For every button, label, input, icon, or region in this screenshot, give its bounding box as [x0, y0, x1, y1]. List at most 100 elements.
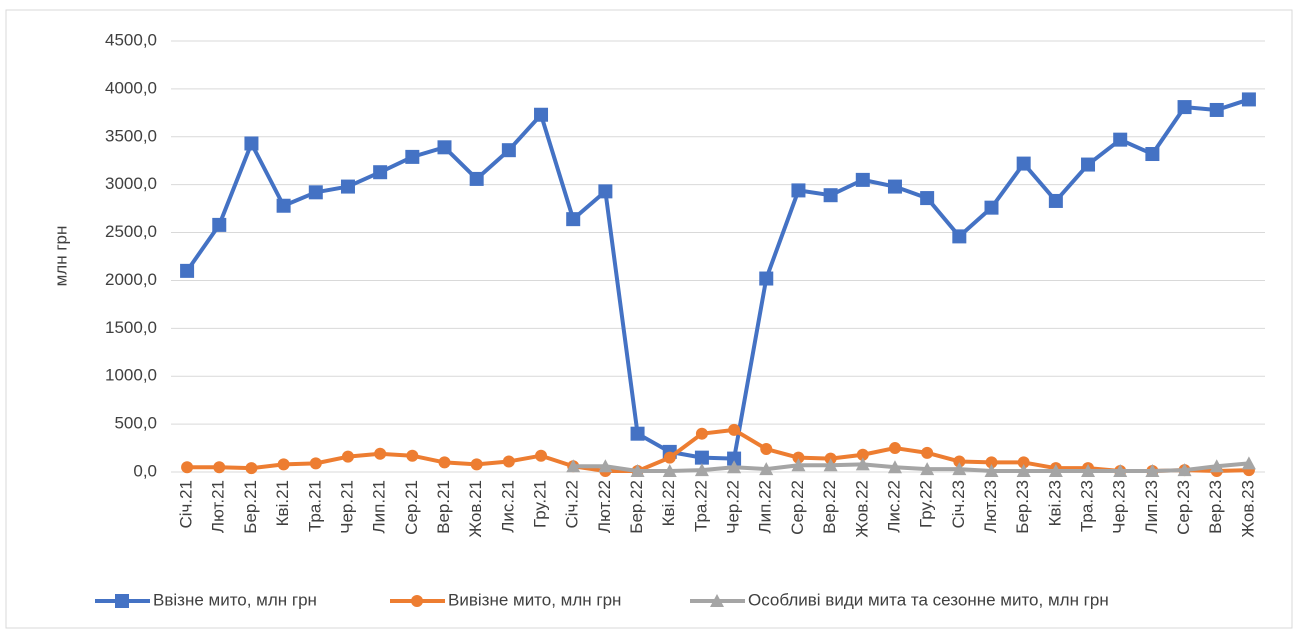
x-tick-label: Вер.22 — [820, 480, 839, 534]
marker — [437, 140, 452, 155]
marker — [791, 183, 806, 198]
x-tick-label: Чер.23 — [1110, 480, 1129, 534]
x-tick-label: Чер.21 — [337, 480, 356, 534]
x-tick-label: Жов.21 — [466, 480, 485, 538]
marker — [598, 459, 613, 473]
legend-label: Ввізне мито, млн грн — [153, 590, 317, 609]
marker — [1145, 147, 1160, 162]
x-tick-label: Бер.21 — [241, 480, 260, 534]
marker — [340, 179, 355, 194]
marker — [1016, 156, 1031, 171]
marker — [856, 448, 869, 461]
marker — [245, 462, 258, 475]
marker — [920, 462, 935, 476]
marker — [710, 594, 724, 607]
marker — [759, 271, 774, 286]
x-tick-label: Лип.22 — [756, 480, 775, 534]
marker — [502, 455, 515, 468]
x-tick-label: Бер.22 — [627, 480, 646, 534]
marker — [1145, 464, 1160, 478]
marker — [1113, 464, 1128, 478]
x-tick-label: Січ.21 — [177, 480, 196, 529]
x-tick-label: Чер.22 — [724, 480, 743, 534]
marker — [1241, 92, 1256, 107]
marker — [244, 136, 259, 151]
x-tick-label: Лют.23 — [981, 480, 1000, 533]
marker — [855, 457, 870, 471]
marker — [1016, 464, 1031, 478]
marker — [598, 184, 613, 199]
marker — [663, 451, 676, 464]
y-tick-label: 0,0 — [133, 461, 157, 480]
legend-label: Вивізне мито, млн грн — [448, 590, 621, 609]
legend-label: Особливі види мита та сезонне мито, млн … — [748, 590, 1109, 609]
marker — [1177, 463, 1192, 477]
marker — [887, 460, 902, 474]
y-tick-label: 3000,0 — [105, 174, 157, 193]
x-tick-label: Вер.23 — [1206, 480, 1225, 534]
marker — [760, 443, 773, 456]
marker — [374, 447, 387, 460]
marker — [470, 458, 483, 471]
y-tick-label: 2000,0 — [105, 270, 157, 289]
marker — [728, 423, 741, 436]
marker — [406, 449, 419, 462]
marker — [1048, 464, 1063, 478]
marker — [727, 451, 742, 466]
y-tick-label: 2500,0 — [105, 222, 157, 241]
x-tick-label: Лип.21 — [370, 480, 389, 534]
x-tick-label: Вер.21 — [434, 480, 453, 534]
marker — [438, 456, 451, 469]
marker — [695, 427, 708, 440]
marker — [985, 456, 998, 469]
x-tick-label: Тра.21 — [305, 480, 324, 532]
x-tick-label: Кві.23 — [1045, 480, 1064, 526]
x-tick-label: Лют.22 — [595, 480, 614, 533]
x-tick-label: Жов.22 — [852, 480, 871, 538]
marker — [727, 460, 742, 474]
marker — [1017, 456, 1030, 469]
marker — [1113, 132, 1128, 147]
marker — [855, 172, 870, 187]
marker — [308, 185, 323, 200]
marker — [662, 464, 677, 478]
marker — [405, 149, 420, 164]
x-tick-label: Тра.22 — [691, 480, 710, 532]
marker — [469, 171, 484, 186]
marker — [630, 426, 645, 441]
chart-frame — [5, 9, 1293, 629]
marker — [759, 462, 774, 476]
marker — [276, 198, 291, 213]
y-tick-label: 500,0 — [114, 414, 157, 433]
x-tick-label: Кві.22 — [659, 480, 678, 526]
marker — [411, 595, 423, 607]
marker — [534, 107, 549, 122]
x-tick-label: Жов.23 — [1238, 480, 1257, 538]
marker — [277, 458, 290, 471]
marker — [921, 446, 934, 459]
x-tick-label: Лют.21 — [209, 480, 228, 533]
x-tick-label: Сер.21 — [402, 480, 421, 535]
y-tick-label: 4000,0 — [105, 78, 157, 97]
marker — [823, 188, 838, 203]
marker — [888, 442, 901, 455]
marker — [953, 455, 966, 468]
marker — [920, 191, 935, 206]
marker — [1048, 193, 1063, 208]
y-tick-label: 3500,0 — [105, 126, 157, 145]
marker — [1209, 459, 1224, 473]
marker — [180, 263, 195, 278]
marker — [212, 217, 227, 232]
marker — [501, 143, 516, 158]
x-tick-label: Гру.22 — [917, 480, 936, 528]
marker — [984, 200, 999, 215]
marker — [694, 463, 709, 477]
y-tick-label: 4500,0 — [105, 30, 157, 49]
marker — [792, 451, 805, 464]
marker — [1081, 464, 1096, 478]
marker — [213, 461, 226, 474]
marker — [1177, 100, 1192, 115]
marker — [1209, 102, 1224, 117]
marker — [791, 458, 806, 472]
